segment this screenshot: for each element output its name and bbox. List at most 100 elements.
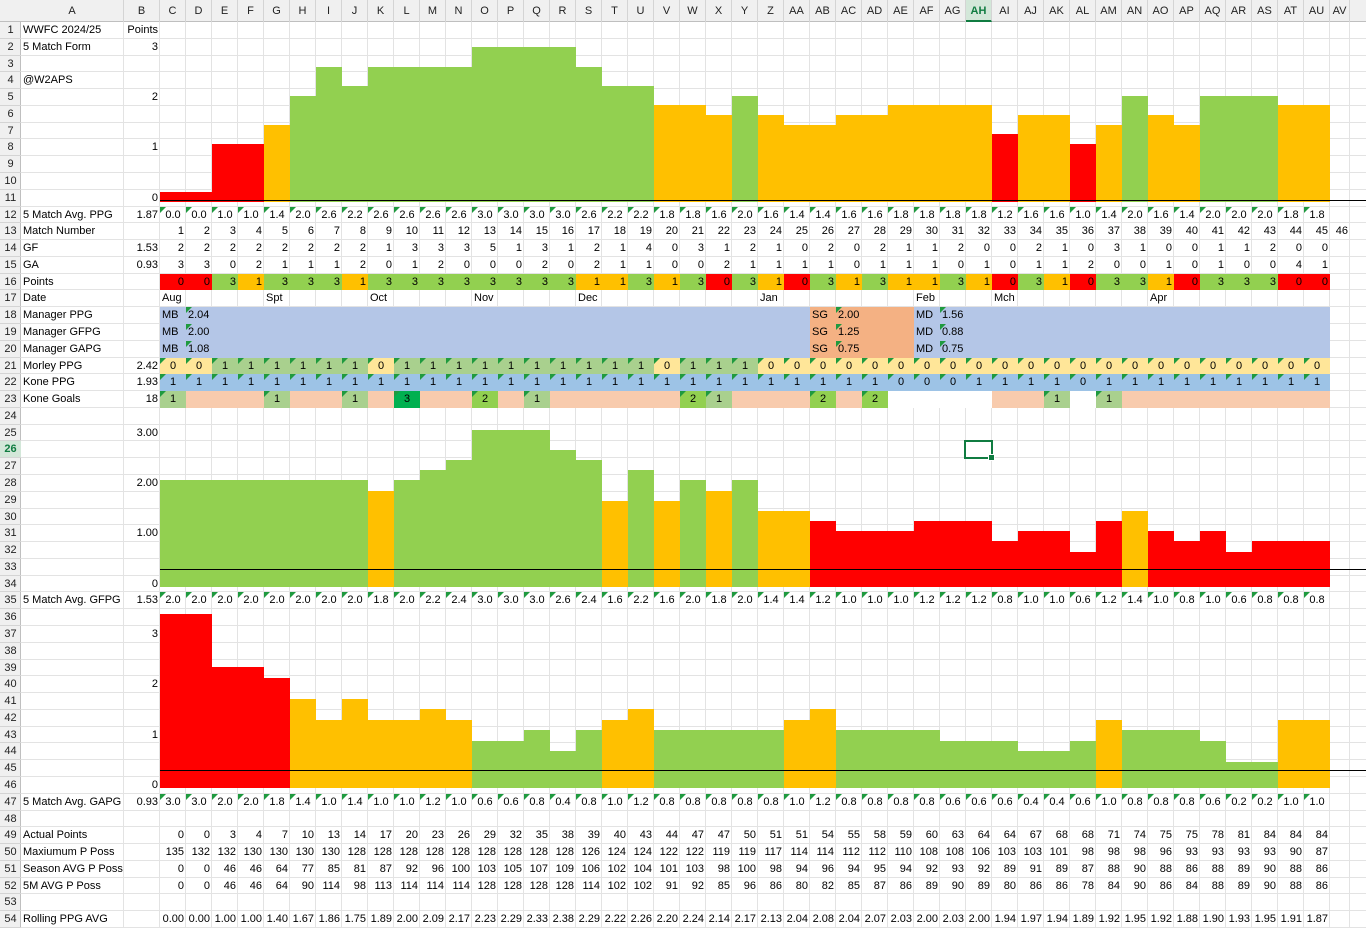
row-header-26[interactable]: 26 [0, 441, 21, 459]
column-header-am[interactable]: AM [1096, 0, 1122, 22]
column-header-r[interactable]: R [550, 0, 576, 22]
column-header-as[interactable]: AS [1252, 0, 1278, 22]
row-header-54[interactable]: 54 [0, 911, 21, 928]
column-header-ab[interactable]: AB [810, 0, 836, 22]
column-header-ak[interactable]: AK [1044, 0, 1070, 22]
column-header-z[interactable]: Z [758, 0, 784, 22]
selected-cell[interactable] [964, 440, 995, 461]
column-header-au[interactable]: AU [1304, 0, 1330, 22]
column-header-i[interactable]: I [316, 0, 342, 22]
row-header-19[interactable]: 19 [0, 324, 21, 341]
row-header-34[interactable]: 34 [0, 576, 21, 593]
row-header-1[interactable]: 1 [0, 22, 21, 39]
row-header-21[interactable]: 21 [0, 358, 21, 375]
column-header-y[interactable]: Y [732, 0, 758, 22]
column-header-t[interactable]: T [602, 0, 628, 22]
row-header-40[interactable]: 40 [0, 676, 21, 694]
column-header-aj[interactable]: AJ [1018, 0, 1044, 22]
row-header-33[interactable]: 33 [0, 559, 21, 576]
row-header-42[interactable]: 42 [0, 710, 21, 727]
column-header-v[interactable]: V [654, 0, 680, 22]
row-header-15[interactable]: 15 [0, 257, 21, 274]
row-header-3[interactable]: 3 [0, 56, 21, 73]
row-header-29[interactable]: 29 [0, 492, 21, 509]
row-header-11[interactable]: 11 [0, 190, 21, 207]
column-header-f[interactable]: F [238, 0, 264, 22]
column-header-ae[interactable]: AE [888, 0, 914, 22]
row-header-6[interactable]: 6 [0, 106, 21, 123]
column-header-l[interactable]: L [394, 0, 420, 22]
column-header-af[interactable]: AF [914, 0, 940, 22]
column-header-x[interactable]: X [706, 0, 732, 22]
row-header-48[interactable]: 48 [0, 811, 21, 828]
column-header-h[interactable]: H [290, 0, 316, 22]
row-header-50[interactable]: 50 [0, 844, 21, 861]
column-header-ad[interactable]: AD [862, 0, 888, 22]
row-header-13[interactable]: 13 [0, 223, 21, 241]
column-header-u[interactable]: U [628, 0, 654, 22]
row-header-32[interactable]: 32 [0, 542, 21, 559]
row-header-38[interactable]: 38 [0, 643, 21, 660]
row-header-16[interactable]: 16 [0, 274, 21, 291]
row-header-14[interactable]: 14 [0, 240, 21, 257]
column-header-at[interactable]: AT [1278, 0, 1304, 22]
row-header-41[interactable]: 41 [0, 693, 21, 710]
column-header-j[interactable]: J [342, 0, 368, 22]
column-header-ai[interactable]: AI [992, 0, 1018, 22]
column-header-m[interactable]: M [420, 0, 446, 22]
column-header-ag[interactable]: AG [940, 0, 966, 22]
row-header-5[interactable]: 5 [0, 89, 21, 106]
row-header-44[interactable]: 44 [0, 743, 21, 761]
column-header-w[interactable]: W [680, 0, 706, 22]
row-header-35[interactable]: 35 [0, 592, 21, 610]
row-header-30[interactable]: 30 [0, 509, 21, 526]
row-header-4[interactable]: 4 [0, 72, 21, 90]
row-header-2[interactable]: 2 [0, 39, 21, 56]
column-header-o[interactable]: O [472, 0, 498, 22]
row-header-43[interactable]: 43 [0, 727, 21, 744]
row-header-31[interactable]: 31 [0, 525, 21, 543]
row-header-9[interactable]: 9 [0, 156, 21, 173]
row-header-37[interactable]: 37 [0, 626, 21, 643]
column-header-s[interactable]: S [576, 0, 602, 22]
column-header-ac[interactable]: AC [836, 0, 862, 22]
row-header-10[interactable]: 10 [0, 173, 21, 190]
column-header-ao[interactable]: AO [1148, 0, 1174, 22]
column-header-d[interactable]: D [186, 0, 212, 22]
column-header-b[interactable]: B [124, 0, 160, 22]
row-header-20[interactable]: 20 [0, 341, 21, 358]
column-header-e[interactable]: E [212, 0, 238, 22]
column-header-n[interactable]: N [446, 0, 472, 22]
column-header-p[interactable]: P [498, 0, 524, 22]
spreadsheet-grid[interactable]: WWFC 2024/25 5 Match Form @W2APS 5 Match Av… [21, 22, 1366, 928]
row-header-12[interactable]: 12 [0, 207, 21, 224]
column-header-a[interactable]: A [21, 0, 124, 22]
row-header-53[interactable]: 53 [0, 894, 21, 912]
row-header-36[interactable]: 36 [0, 609, 21, 626]
column-header-an[interactable]: AN [1122, 0, 1148, 22]
row-header-17[interactable]: 17 [0, 290, 21, 308]
row-header-7[interactable]: 7 [0, 123, 21, 140]
column-header-aa[interactable]: AA [784, 0, 810, 22]
column-header-k[interactable]: K [368, 0, 394, 22]
column-header-ah[interactable]: AH [966, 0, 992, 22]
column-header-aq[interactable]: AQ [1200, 0, 1226, 22]
row-header-8[interactable]: 8 [0, 139, 21, 157]
column-header-q[interactable]: Q [524, 0, 550, 22]
row-header-45[interactable]: 45 [0, 760, 21, 777]
column-header-ap[interactable]: AP [1174, 0, 1200, 22]
row-header-18[interactable]: 18 [0, 307, 21, 324]
row-header-51[interactable]: 51 [0, 861, 21, 878]
row-header-39[interactable]: 39 [0, 660, 21, 677]
column-header-al[interactable]: AL [1070, 0, 1096, 22]
row-header-24[interactable]: 24 [0, 408, 21, 425]
row-header-25[interactable]: 25 [0, 425, 21, 442]
row-header-22[interactable]: 22 [0, 374, 21, 392]
column-header-av[interactable]: AV [1330, 0, 1350, 22]
row-header-47[interactable]: 47 [0, 794, 21, 811]
row-header-52[interactable]: 52 [0, 878, 21, 895]
column-header-g[interactable]: G [264, 0, 290, 22]
column-header-c[interactable]: C [160, 0, 186, 22]
row-header-27[interactable]: 27 [0, 458, 21, 475]
row-header-28[interactable]: 28 [0, 475, 21, 492]
